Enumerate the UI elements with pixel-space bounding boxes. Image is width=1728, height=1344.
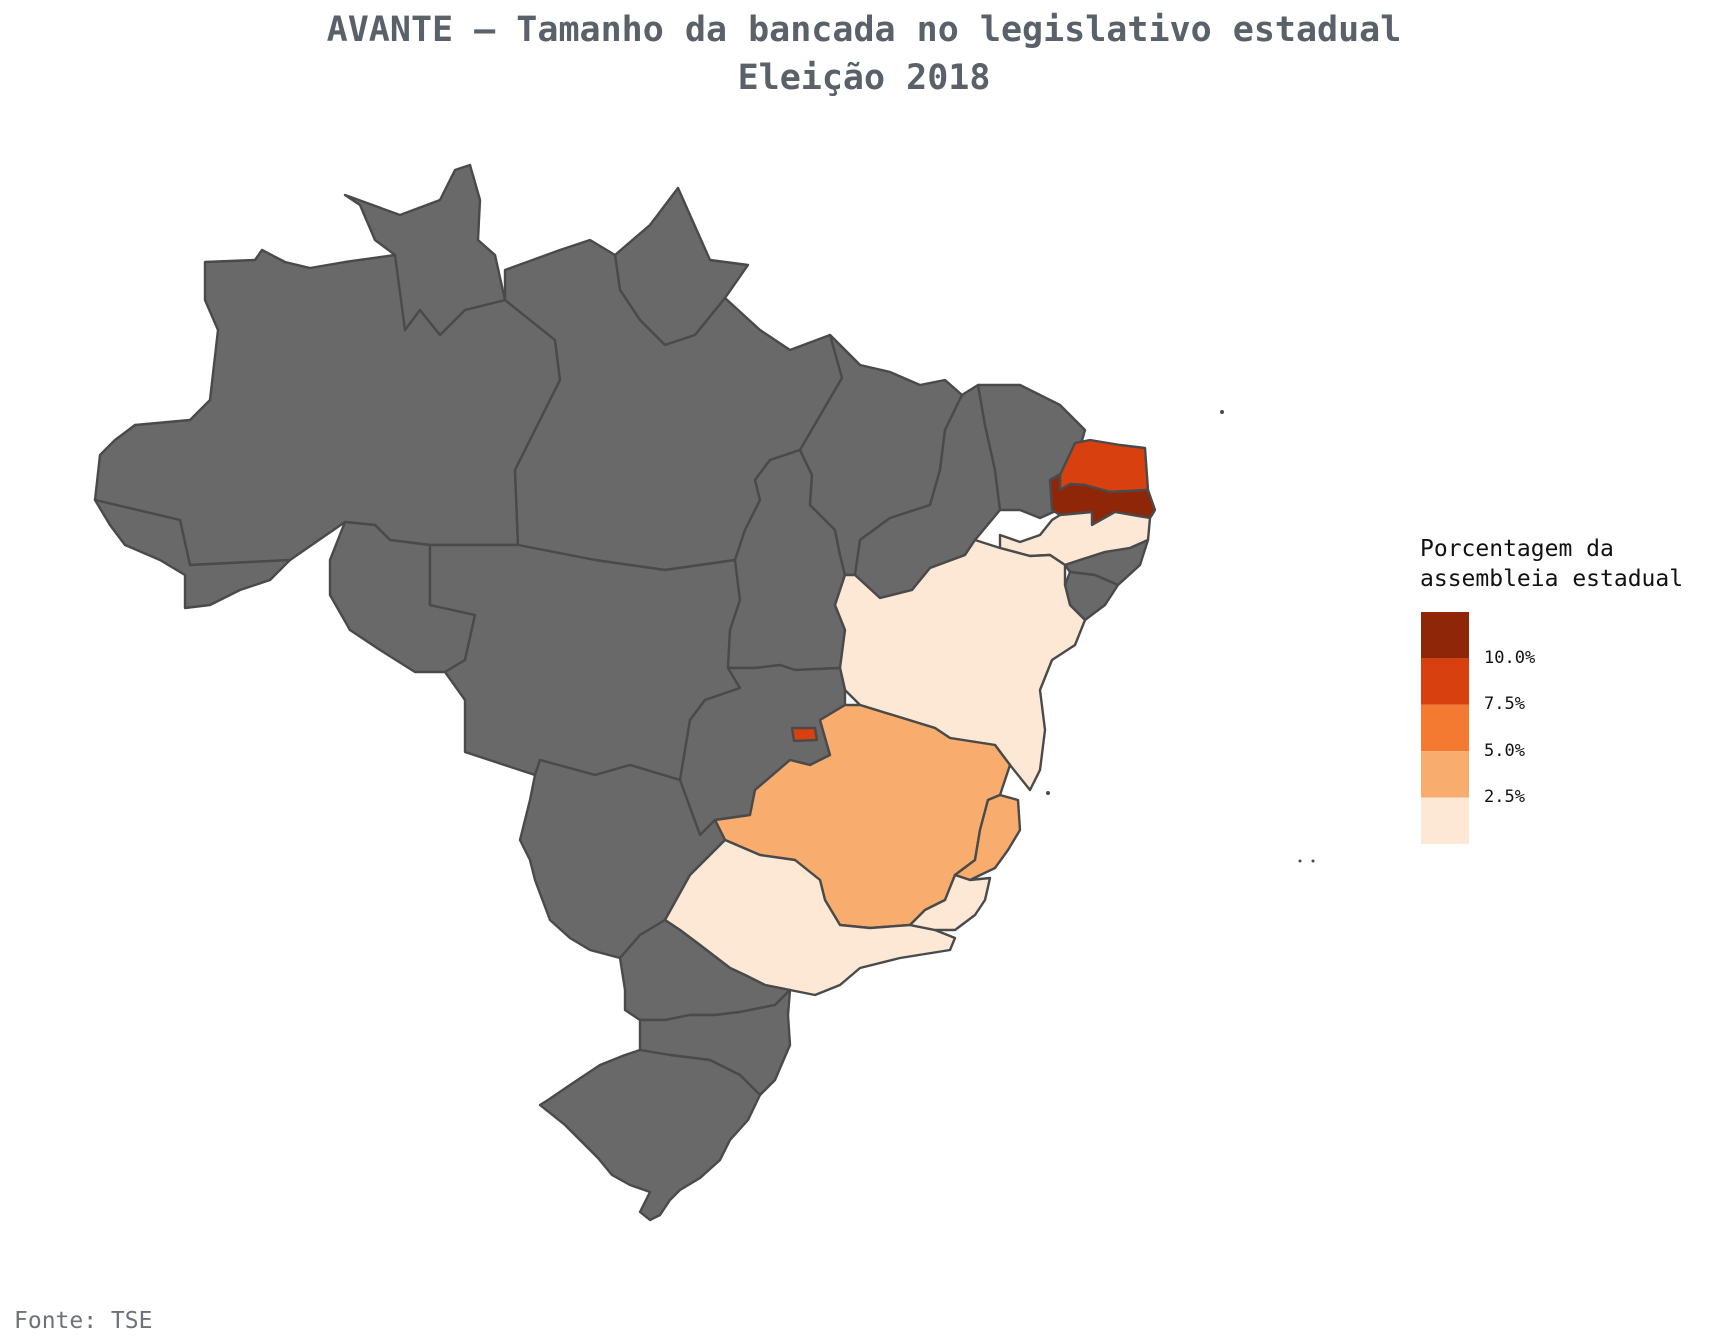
legend-title: Porcentagem da assembleia estadual — [1420, 534, 1683, 594]
state-rs — [538, 1048, 762, 1222]
map-title: AVANTE – Tamanho da bancada no legislati… — [0, 6, 1728, 102]
title-line-1: AVANTE – Tamanho da bancada no legislati… — [326, 10, 1402, 50]
legend-swatch-2-5-to-5 — [1421, 751, 1469, 798]
legend-title-line-2: assembleia estadual — [1420, 566, 1684, 592]
legend-tick-2-5: 2.5% — [1484, 787, 1525, 807]
legend-tick-10: 10.0% — [1484, 648, 1536, 668]
island-martim-vaz — [1311, 859, 1315, 863]
island-abrolhos — [1046, 791, 1050, 795]
legend-title-line-1: Porcentagem da — [1420, 536, 1614, 562]
source-note: Fonte: TSE — [14, 1308, 153, 1334]
title-line-2: Eleição 2018 — [737, 58, 991, 98]
island-fernando-de-noronha — [1220, 410, 1224, 414]
state-es — [953, 793, 1022, 882]
legend-swatch-5-to-7-5 — [1421, 704, 1469, 752]
state-df — [790, 726, 819, 743]
legend-swatch-over-10 — [1421, 612, 1469, 659]
state-rj — [908, 873, 992, 932]
legend-color-bar — [1421, 612, 1469, 844]
island-trindade — [1298, 859, 1302, 863]
legend-tick-5: 5.0% — [1484, 741, 1525, 761]
state-ac — [93, 498, 292, 610]
legend-tick-7-5: 7.5% — [1484, 694, 1525, 714]
legend-swatch-7-5-to-10 — [1421, 658, 1469, 705]
legend-swatch-0-to-2-5 — [1421, 797, 1469, 844]
